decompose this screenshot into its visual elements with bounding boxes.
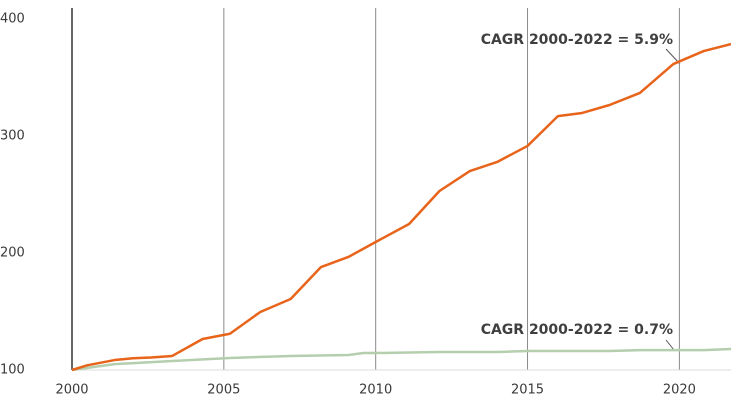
annotation-leader — [665, 339, 675, 351]
series-line — [71, 347, 731, 372]
x-tick-label: 2000 — [55, 383, 88, 398]
y-tick-label: 100 — [0, 363, 25, 378]
annotation: CAGR 2000-2022 = 5.9% — [481, 32, 673, 48]
annotation: CAGR 2000-2022 = 0.7% — [481, 322, 673, 338]
x-tick-label: 2020 — [663, 383, 696, 398]
x-tick-label: 2010 — [359, 383, 392, 398]
x-tick-label: 2005 — [207, 383, 240, 398]
series-line — [71, 42, 731, 372]
y-tick-label: 400 — [0, 12, 25, 27]
x-tick-label: 2015 — [511, 383, 544, 398]
y-tick-label: 200 — [0, 246, 25, 261]
y-tick-label: 300 — [0, 129, 25, 144]
